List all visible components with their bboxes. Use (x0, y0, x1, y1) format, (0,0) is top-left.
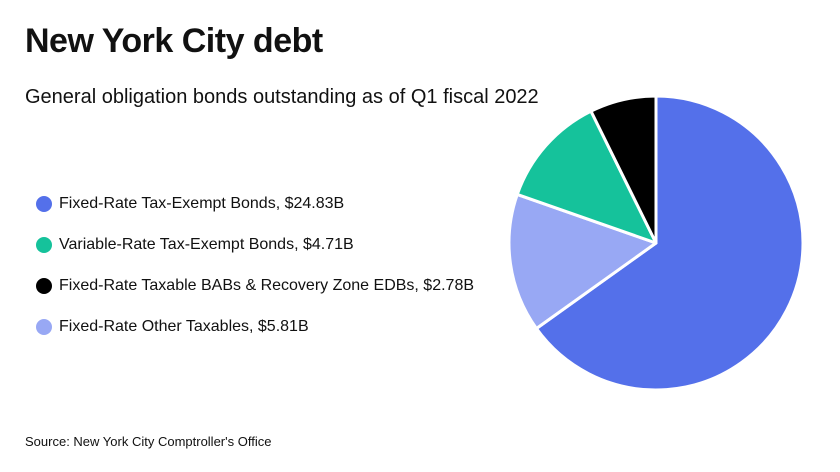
legend-swatch (36, 195, 52, 212)
pie-slice-fixed-rate-taxable-babs-recovery-zone-edbs (589, 94, 658, 245)
legend-swatch (36, 318, 52, 335)
chart-subtitle: General obligation bonds outstanding as … (25, 86, 539, 108)
legend: Fixed-Rate Tax-Exempt Bonds, $24.83B Var… (36, 193, 474, 357)
legend-label: Fixed-Rate Other Taxables, $5.81B (59, 317, 309, 335)
legend-item-fixed-rate-tax-exempt: Fixed-Rate Tax-Exempt Bonds, $24.83B (36, 193, 474, 214)
legend-item-fixed-rate-other-taxables: Fixed-Rate Other Taxables, $5.81B (36, 316, 474, 337)
legend-label: Variable-Rate Tax-Exempt Bonds, $4.71B (59, 235, 354, 253)
legend-item-variable-rate-tax-exempt: Variable-Rate Tax-Exempt Bonds, $4.71B (36, 234, 474, 255)
legend-item-fixed-rate-taxable-babs: Fixed-Rate Taxable BABs & Recovery Zone … (36, 275, 474, 296)
pie-slice-fixed-rate-tax-exempt-bonds (534, 94, 805, 392)
legend-label: Fixed-Rate Taxable BABs & Recovery Zone … (59, 276, 475, 294)
legend-swatch (36, 277, 52, 294)
legend-label: Fixed-Rate Tax-Exempt Bonds, $24.83B (59, 194, 345, 212)
legend-swatch (36, 236, 52, 253)
chart-title: New York City debt (25, 22, 323, 60)
pie-slice-variable-rate-tax-exempt-bonds (515, 109, 658, 245)
pie-slice-fixed-rate-other-taxables (507, 192, 658, 331)
source-note: Source: New York City Comptroller's Offi… (25, 434, 272, 449)
